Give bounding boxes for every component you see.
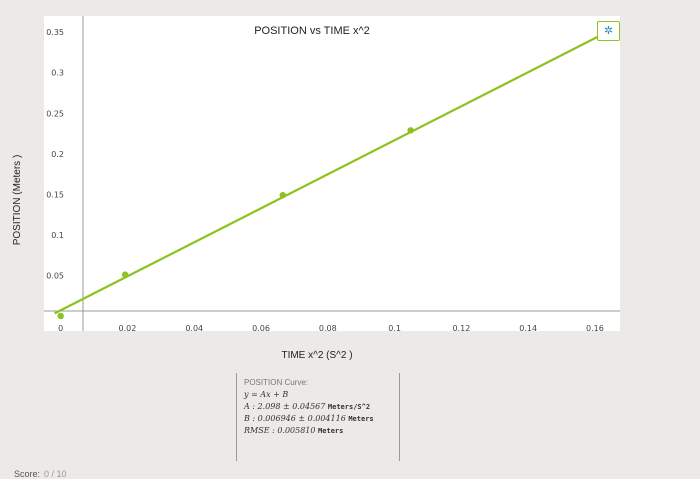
y-tick-label: 0.35 [46,28,64,37]
x-tick-labels: 0 0.02 0.04 0.06 0.08 0.1 0.12 0.14 0.16 [58,324,604,333]
x-tick-label: 0.14 [519,324,537,333]
x-tick-label: 0.04 [185,324,203,333]
score-label: Score: [14,469,41,479]
x-tick-label: 0.16 [586,324,604,333]
gear-icon: ✲ [603,24,614,37]
x-tick-label: 0.12 [452,324,470,333]
y-tick-label: 0.1 [51,231,64,240]
fit-param-a-unit-num: Meters [327,403,354,411]
fit-param-b: B : 0.006946 ± 0.004116 Meters [244,414,399,423]
chart-title: POSITION vs TIME x^2 [254,25,370,37]
x-tick-label: 0.02 [119,324,137,333]
fit-param-b-unit: Meters [348,415,374,423]
x-tick-label: 0.08 [319,324,337,333]
fit-param-a-unit: Meters/S^2 [327,403,371,411]
settings-button[interactable]: ✲ [597,21,620,41]
fit-rmse-unit: Meters [318,427,344,435]
score-value: 0 / 10 [44,469,67,479]
plot-area [44,16,620,331]
x-tick-label: 0 [58,324,63,333]
data-point [279,191,286,199]
x-tick-label: 0.1 [388,324,401,333]
y-axis-title: POSITION (Meters ) [12,155,23,246]
fit-rmse-value: RMSE : 0.005810 [244,426,316,435]
fit-rmse: RMSE : 0.005810 Meters [244,426,399,435]
fit-param-b-value: B : 0.006946 ± 0.004116 [244,414,346,423]
fit-param-a-value: A : 2.098 ± 0.04567 [244,402,326,411]
fit-param-a: A : 2.098 ± 0.04567 Meters/S^2 [244,402,399,411]
fit-equation: y = Ax + B [244,390,289,399]
y-tick-label: 0.2 [51,150,64,159]
curve-fit-panel: POSITION Curve: y = Ax + B A : 2.098 ± 0… [236,373,400,461]
x-axis-title: TIME x^2 (S^2 ) [281,350,352,361]
y-tick-label: 0.05 [46,271,64,280]
fit-line [54,24,620,315]
fit-param-a-unit-den: S^2 [357,403,371,411]
data-point [121,271,129,278]
x-tick-label: 0.06 [252,324,270,333]
fit-heading: POSITION Curve: [244,378,309,387]
y-tick-label: 0.15 [46,190,64,199]
data-point [57,312,64,320]
y-tick-label: 0.3 [51,69,64,78]
y-tick-label: 0.25 [46,109,64,118]
score-readout: Score: 0 / 10 [14,469,67,479]
data-point [407,127,414,134]
